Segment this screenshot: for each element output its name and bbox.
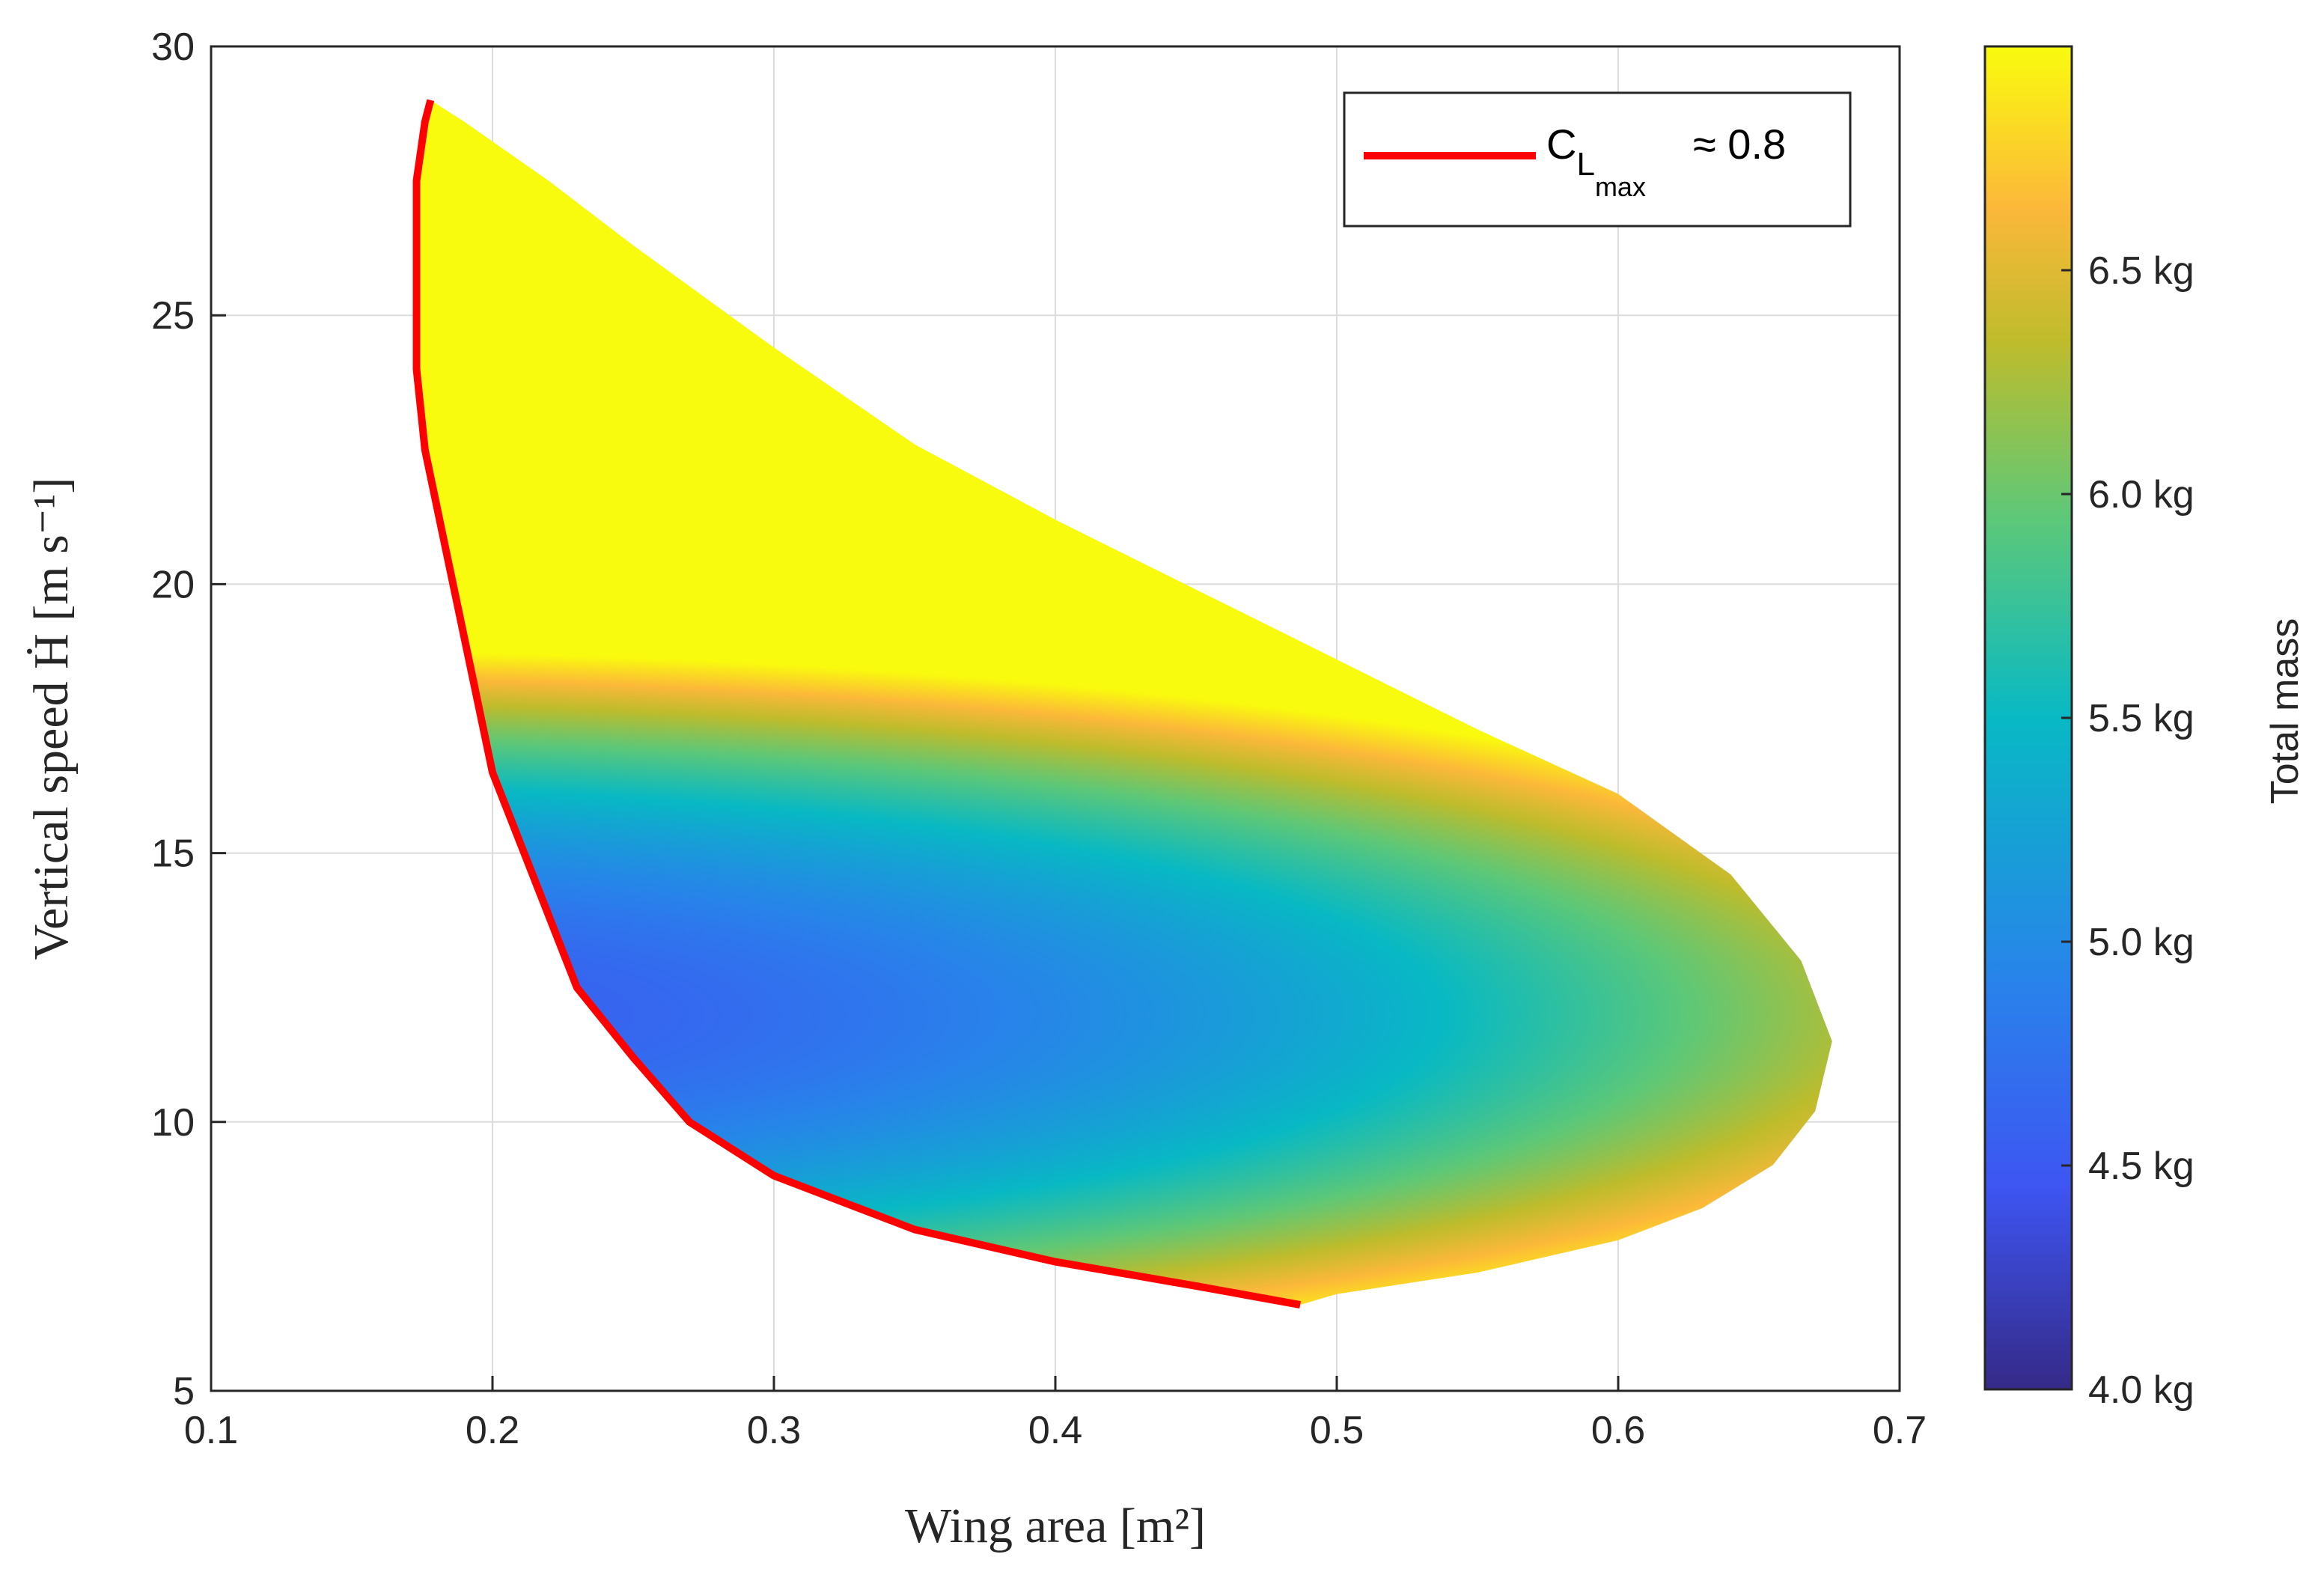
x-axis-title: Wing area [m²] <box>905 1499 1206 1553</box>
legend-label-main: C <box>1546 121 1576 168</box>
legend-label-sub: L <box>1576 146 1594 183</box>
x-tick-label: 0.1 <box>184 1409 238 1452</box>
y-tick-label: 25 <box>151 294 195 338</box>
x-tick-label: 0.4 <box>1028 1409 1082 1452</box>
colorbar-tick-label: 4.0 kg <box>2088 1368 2195 1412</box>
y-tick-label: 10 <box>151 1101 195 1145</box>
y-axis-title: Vertical speed Ḣ [m s⁻¹] <box>24 478 79 960</box>
x-tick-label: 0.7 <box>1873 1409 1927 1452</box>
colorbar <box>1983 45 2073 1391</box>
legend-label-subsub: max <box>1595 171 1646 202</box>
legend: CLmax ≈ 0.8 <box>1343 91 1852 228</box>
y-tick-label: 20 <box>151 563 195 606</box>
colorbar-tick-label: 5.5 kg <box>2088 697 2195 740</box>
colorbar-tick-label: 5.0 kg <box>2088 921 2195 964</box>
y-tick-label: 30 <box>151 25 195 69</box>
colorbar-tick-label: 6.5 kg <box>2088 249 2195 293</box>
x-tick-label: 0.3 <box>747 1409 801 1452</box>
y-axis-ticks: 5 10 15 20 25 30 <box>151 25 226 1413</box>
y-tick-label: 15 <box>151 832 195 876</box>
colorbar-tick-label: 6.0 kg <box>2088 473 2195 517</box>
colorbar-ticks: 4.0 kg 4.5 kg 5.0 kg 5.5 kg 6.0 kg 6.5 kg <box>2061 249 2195 1412</box>
legend-label: CLmax ≈ 0.8 <box>1546 121 1786 202</box>
y-tick-label: 5 <box>173 1370 195 1413</box>
x-tick-label: 0.2 <box>466 1409 519 1452</box>
colorbar-tick-label: 4.5 kg <box>2088 1145 2195 1188</box>
colorbar-title: Total mass <box>2263 618 2307 805</box>
x-tick-label: 0.6 <box>1591 1409 1645 1452</box>
clmax-curve <box>412 99 1301 1309</box>
x-axis-ticks: 0.1 0.2 0.3 0.4 0.5 0.6 0.7 <box>184 1376 1927 1452</box>
x-tick-label: 0.5 <box>1310 1409 1364 1452</box>
legend-label-suffix: ≈ 0.8 <box>1693 121 1786 168</box>
